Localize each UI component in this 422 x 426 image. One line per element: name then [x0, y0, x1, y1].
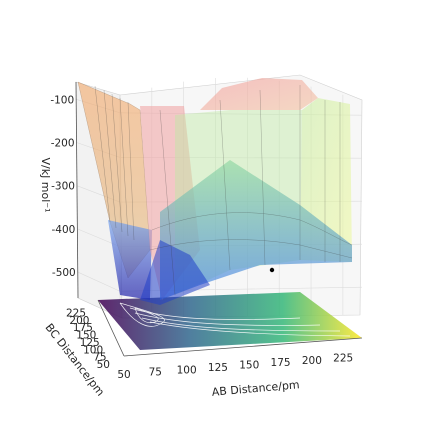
z-tick-label: -400 [52, 224, 76, 236]
z-tick-labels: -100 -200 -300 -400 -500 [50, 94, 75, 279]
data-point-marker [269, 267, 275, 273]
y-tick-label: 50 [97, 359, 110, 371]
surface-left-well [108, 220, 152, 300]
y-axis-line [97, 299, 125, 357]
x-tick-label: 225 [333, 352, 353, 364]
x-tick-label: 125 [208, 362, 228, 374]
surface-mesh-lines [94, 85, 353, 296]
z-tick-label: -100 [50, 94, 74, 106]
y-tick-label: 125 [80, 337, 100, 349]
y-tick-label: 100 [83, 344, 103, 356]
z-tick-label: -200 [51, 137, 75, 149]
x-axis-label: AB Distance/pm [211, 378, 300, 399]
x-axis-line [123, 337, 363, 357]
x-tick-label: 200 [302, 355, 322, 367]
x-tick-labels: 50 75 100 125 150 175 200 225 [117, 352, 353, 381]
surface-valley [160, 160, 352, 300]
z-grid-line [77, 271, 121, 292]
z-axis-label: V/kJ mol⁻¹ [39, 157, 52, 212]
surface-channel [140, 240, 210, 305]
floor-contour-plane [98, 292, 362, 350]
z-axis-line [75, 81, 79, 299]
z-tick-label: -500 [52, 267, 76, 279]
z-tick-label: -300 [51, 181, 75, 193]
y-tick-label: 225 [66, 307, 86, 319]
x-tick-label: 75 [149, 367, 162, 379]
y-tick-label: 200 [69, 315, 89, 327]
surface-back-ridge [200, 78, 318, 110]
x-tick-label: 100 [177, 364, 197, 376]
x-tick-label: 175 [271, 357, 291, 369]
y-tick-label: 75 [93, 352, 106, 364]
y-tick-label: 175 [73, 322, 93, 334]
floor-contour-lines [119, 302, 351, 337]
x-tick-label: 150 [239, 360, 259, 372]
y-tick-label: 150 [76, 330, 96, 342]
x-tick-label: 50 [117, 369, 130, 381]
